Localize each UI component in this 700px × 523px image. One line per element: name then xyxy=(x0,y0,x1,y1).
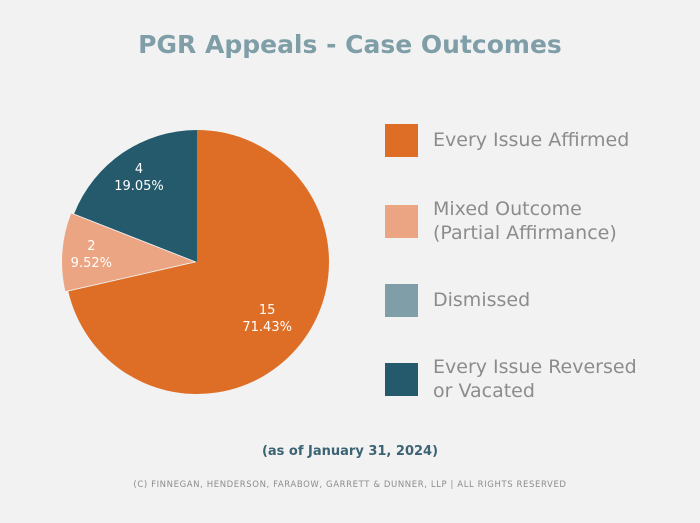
legend-label-line1: Every Issue Reversed xyxy=(433,356,637,378)
chart-title: PGR Appeals - Case Outcomes xyxy=(138,30,562,59)
legend-label: Every Issue Affirmed xyxy=(433,129,630,151)
legend-swatch xyxy=(385,284,418,317)
legend-label: Dismissed xyxy=(433,289,531,311)
pie-slice xyxy=(74,130,197,262)
legend-label: Every Issue Reversed or Vacated xyxy=(433,355,693,403)
legend-label-line2: (Partial Affirmance) xyxy=(433,222,617,244)
slice-value-label: 4 xyxy=(135,162,143,177)
legend-label: Mixed Outcome (Partial Affirmance) xyxy=(433,197,693,245)
slice-percent-label: 71.43% xyxy=(242,320,292,335)
pie-slice xyxy=(68,130,330,394)
legend-swatch xyxy=(385,205,418,238)
legend-label-line2: or Vacated xyxy=(433,380,535,402)
copyright: (C) FINNEGAN, HENDERSON, FARABOW, GARRET… xyxy=(133,480,567,490)
legend-label-line1: Mixed Outcome xyxy=(433,198,582,220)
slice-value-label: 2 xyxy=(87,239,95,254)
slice-percent-label: 19.05% xyxy=(114,179,164,194)
as-of-note: (as of January 31, 2024) xyxy=(261,444,439,459)
legend-swatch xyxy=(385,363,418,396)
slice-value-label: 15 xyxy=(259,303,276,318)
legend-swatch xyxy=(385,124,418,157)
slice-percent-label: 9.52% xyxy=(71,256,112,271)
pie-slice xyxy=(62,213,195,292)
